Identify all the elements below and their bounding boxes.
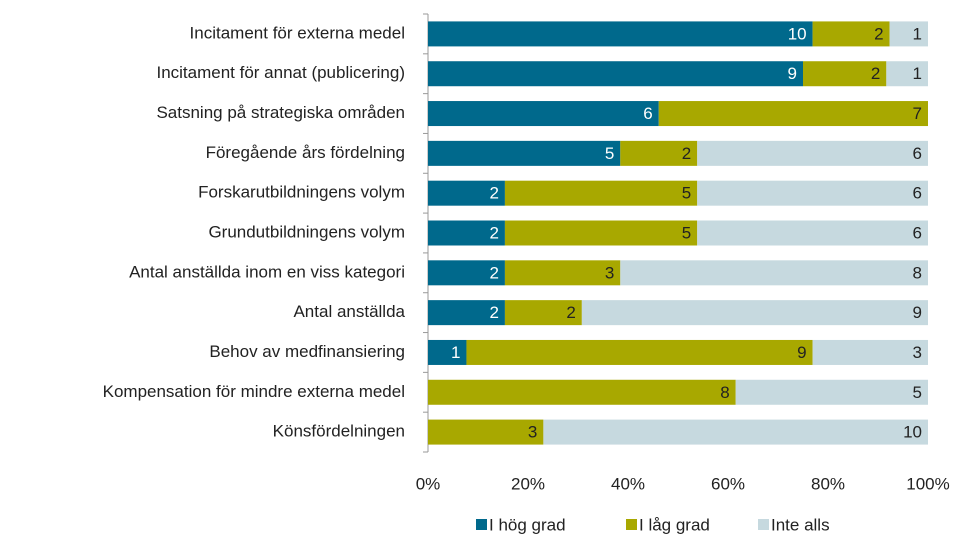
bar-segment (504, 180, 698, 206)
x-tick-label: 0% (416, 474, 441, 493)
category-label: Grundutbildningens volym (208, 222, 405, 241)
bar-segment (543, 419, 928, 445)
bar-segment (428, 21, 813, 47)
data-label: 8 (913, 263, 922, 282)
bar-segment (735, 379, 928, 405)
bar-segment (697, 180, 928, 206)
bar-segment (428, 140, 621, 166)
data-label: 3 (913, 343, 922, 362)
data-label: 3 (605, 263, 614, 282)
data-label: 9 (788, 64, 797, 83)
bar-segment (428, 220, 505, 246)
bar-segment (504, 220, 698, 246)
category-label: Incitament för externa medel (190, 23, 405, 42)
bar-segment (428, 339, 467, 365)
data-label: 6 (913, 184, 922, 203)
category-label: Antal anställda inom en viss kategori (129, 262, 405, 281)
bar-segment (428, 101, 659, 127)
bar-segment (620, 260, 928, 286)
data-label: 2 (682, 144, 691, 163)
data-label: 9 (913, 303, 922, 322)
data-label: 2 (489, 263, 498, 282)
x-tick-label: 60% (711, 474, 745, 493)
data-label: 5 (682, 223, 691, 242)
bar-segment (428, 300, 505, 326)
data-label: 6 (913, 144, 922, 163)
category-label: Incitament för annat (publicering) (156, 63, 405, 82)
legend-label: Inte alls (771, 515, 830, 534)
category-label: Föregående års fördelning (206, 143, 405, 162)
legend-label: I hög grad (489, 515, 566, 534)
x-tick-label: 20% (511, 474, 545, 493)
bar-segment (504, 260, 621, 286)
bar-segment (581, 300, 928, 326)
bar-segment (658, 101, 928, 127)
data-label: 3 (528, 423, 537, 442)
category-label: Forskarutbildningens volym (198, 183, 405, 202)
data-label: 6 (913, 223, 922, 242)
bar-segment (620, 140, 698, 166)
bar-segment (697, 140, 928, 166)
data-label: 1 (913, 24, 922, 43)
data-label: 2 (489, 303, 498, 322)
bar-segment (428, 180, 505, 206)
data-label: 2 (871, 64, 880, 83)
category-label: Behov av medfinansiering (209, 342, 405, 361)
data-label: 6 (643, 104, 652, 123)
data-label: 1 (451, 343, 460, 362)
bar-segment (428, 260, 505, 286)
legend-swatch (758, 519, 769, 530)
x-tick-label: 40% (611, 474, 645, 493)
bar-segment (428, 419, 544, 445)
bar-segment (889, 21, 928, 47)
legend-swatch (476, 519, 487, 530)
x-tick-label: 80% (811, 474, 845, 493)
category-label: Könsfördelningen (273, 422, 405, 441)
category-label: Antal anställda (293, 302, 405, 321)
data-label: 2 (489, 184, 498, 203)
data-label: 1 (913, 64, 922, 83)
bar-segment (504, 300, 582, 326)
data-label: 2 (566, 303, 575, 322)
data-label: 5 (605, 144, 614, 163)
category-label: Kompensation för mindre externa medel (103, 382, 405, 401)
data-label: 10 (788, 24, 807, 43)
legend-swatch (626, 519, 637, 530)
bar-segment (803, 61, 887, 87)
data-label: 5 (682, 184, 691, 203)
data-label: 2 (489, 223, 498, 242)
data-label: 10 (903, 423, 922, 442)
bar-segment (886, 61, 928, 87)
bar-segment (697, 220, 928, 246)
bar-segment (812, 339, 928, 365)
bar-segment (428, 61, 803, 87)
data-label: 8 (720, 383, 729, 402)
data-label: 5 (913, 383, 922, 402)
bar-segment (428, 379, 736, 405)
data-label: 9 (797, 343, 806, 362)
data-label: 2 (874, 24, 883, 43)
x-tick-label: 100% (906, 474, 949, 493)
bar-segment (812, 21, 890, 47)
legend-label: I låg grad (639, 515, 710, 534)
bar-segment (466, 339, 813, 365)
data-label: 7 (913, 104, 922, 123)
category-label: Satsning på strategiska områden (156, 103, 405, 122)
